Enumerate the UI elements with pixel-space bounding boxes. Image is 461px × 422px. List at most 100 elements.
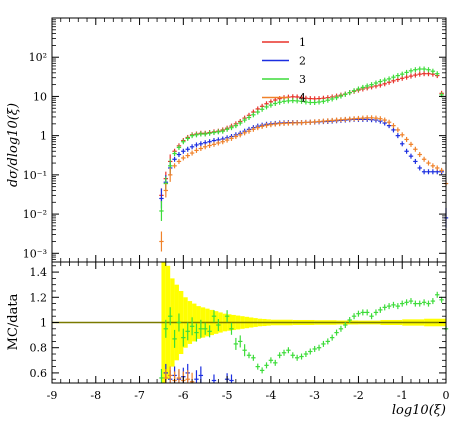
x-tick-label: -4 [266,389,277,402]
main-data-point-series-3 [347,90,352,96]
main-data-point-series-3 [360,84,366,90]
ratio-data-point-series-3 [198,319,204,338]
ratio-data-point-series-2 [211,374,217,383]
main-data-point-series-3 [343,91,348,97]
main-data-point-series-2 [176,152,182,158]
main-data-point-series-3 [321,98,326,104]
main-data-point-series-4 [421,156,427,162]
ratio-data-point-series-3 [299,353,304,360]
main-data-point-series-4 [251,126,256,132]
ratio-data-point-series-3 [251,354,256,361]
main-data-point-series-2 [172,156,177,162]
main-data-point-series-4 [203,144,208,150]
main-data-point-series-2 [395,133,401,139]
main-data-point-series-4 [308,119,313,125]
ratio-data-point-series-3 [338,325,344,332]
main-data-point-series-4 [163,183,169,198]
ratio-data-point-series-3 [176,313,182,332]
main-data-point-series-2 [185,146,190,152]
legend-label-series-1: 1 [299,36,306,49]
main-data-point-series-3 [386,76,392,82]
main-data-point-series-3 [316,99,322,105]
ratio-y-tick-label: 1.4 [30,266,48,279]
main-data-point-series-3 [413,67,418,73]
ratio-data-point-series-3 [211,310,217,323]
ratio-data-point-series-3 [163,319,169,338]
main-data-point-series-4 [338,117,344,123]
main-data-point-series-4 [386,119,392,125]
ratio-data-point-series-3 [316,344,322,351]
legend-label-series-4: 4 [299,92,306,105]
main-data-point-series-3 [417,66,422,72]
main-data-point-series-3 [351,88,357,94]
main-data-point-series-4 [299,120,304,126]
main-data-point-series-2 [408,153,414,159]
main-data-point-series-3 [198,131,204,137]
ratio-data-point-series-3 [216,319,221,332]
ratio-data-point-series-3 [347,316,352,323]
main-data-point-series-3 [194,132,199,138]
main-data-point-series-4 [312,119,317,125]
ratio-data-point-series-3 [329,334,335,341]
data-marker-layer [159,66,449,383]
main-data-point-series-1 [408,73,414,79]
ratio-data-point-series-3 [378,306,383,313]
main-data-point-series-4 [351,116,357,122]
main-data-point-series-4 [382,117,387,123]
main-data-point-series-3 [426,67,431,73]
ratio-data-point-series-3 [185,322,190,341]
main-data-point-series-3 [238,120,243,126]
main-data-point-series-3 [408,68,414,74]
ratio-data-point-series-3 [308,348,313,355]
main-data-point-series-4 [259,123,265,129]
main-data-point-series-4 [264,122,269,128]
ratio-data-point-series-3 [369,313,374,320]
ratio-data-point-series-4 [185,370,190,383]
main-y-tick-label: 10 [33,90,47,103]
axis-titles: dσ/dlog10(ξ) MC/data log10(ξ) [6,103,446,418]
main-data-point-series-2 [426,169,431,175]
main-data-point-series-4 [224,137,230,143]
main-data-point-series-4 [391,123,396,129]
ratio-data-point-series-3 [233,337,239,350]
ratio-data-point-series-3 [159,368,164,383]
main-data-point-series-3 [251,112,256,118]
legend-label-series-2: 2 [299,55,306,68]
ratio-data-point-series-3 [255,363,260,370]
main-data-point-series-4 [334,117,339,123]
main-data-point-series-3 [294,98,300,104]
ratio-data-point-series-3 [312,345,317,352]
ratio-data-point-series-3 [400,300,405,307]
main-data-point-series-3 [181,139,186,145]
ratio-data-point-series-3 [303,351,309,358]
ratio-data-point-series-3 [181,328,186,347]
main-data-point-series-3 [356,86,361,92]
ratio-data-point-series-3 [281,349,287,356]
main-data-point-series-2 [404,148,409,154]
ratio-data-point-series-3 [286,347,291,354]
x-tick-label: 0 [443,389,450,402]
main-data-point-series-3 [189,133,195,139]
main-data-point-series-4 [365,115,370,121]
ratio-data-point-series-3 [325,338,330,345]
ratio-y-tick-label: 1.2 [30,291,48,304]
main-data-point-series-3 [273,101,278,107]
main-data-point-series-4 [360,115,366,121]
ratio-data-point-series-3 [246,352,252,359]
main-data-point-series-4 [194,147,199,153]
x-tick-label: -1 [397,389,408,402]
ratio-data-point-series-3 [277,352,282,359]
main-plot-frame [51,17,447,263]
main-data-point-series-4 [408,141,414,147]
main-data-point-series-4 [168,167,173,182]
ratio-data-point-series-3 [242,344,247,357]
ratio-data-point-series-3 [413,300,418,307]
ratio-data-point-series-3 [365,309,370,316]
ratio-data-point-series-2 [229,374,234,383]
main-data-point-series-3 [395,73,401,79]
axes-layer: 10⁻³ 10⁻² 10⁻¹ 1 10 10² -9 -8 -7 -6 -5 -4 -3 -2 -1 0 0.6… [23,17,450,402]
main-data-point-series-4 [286,120,291,126]
main-data-point-series-3 [216,129,221,135]
main-data-point-series-3 [334,95,339,101]
